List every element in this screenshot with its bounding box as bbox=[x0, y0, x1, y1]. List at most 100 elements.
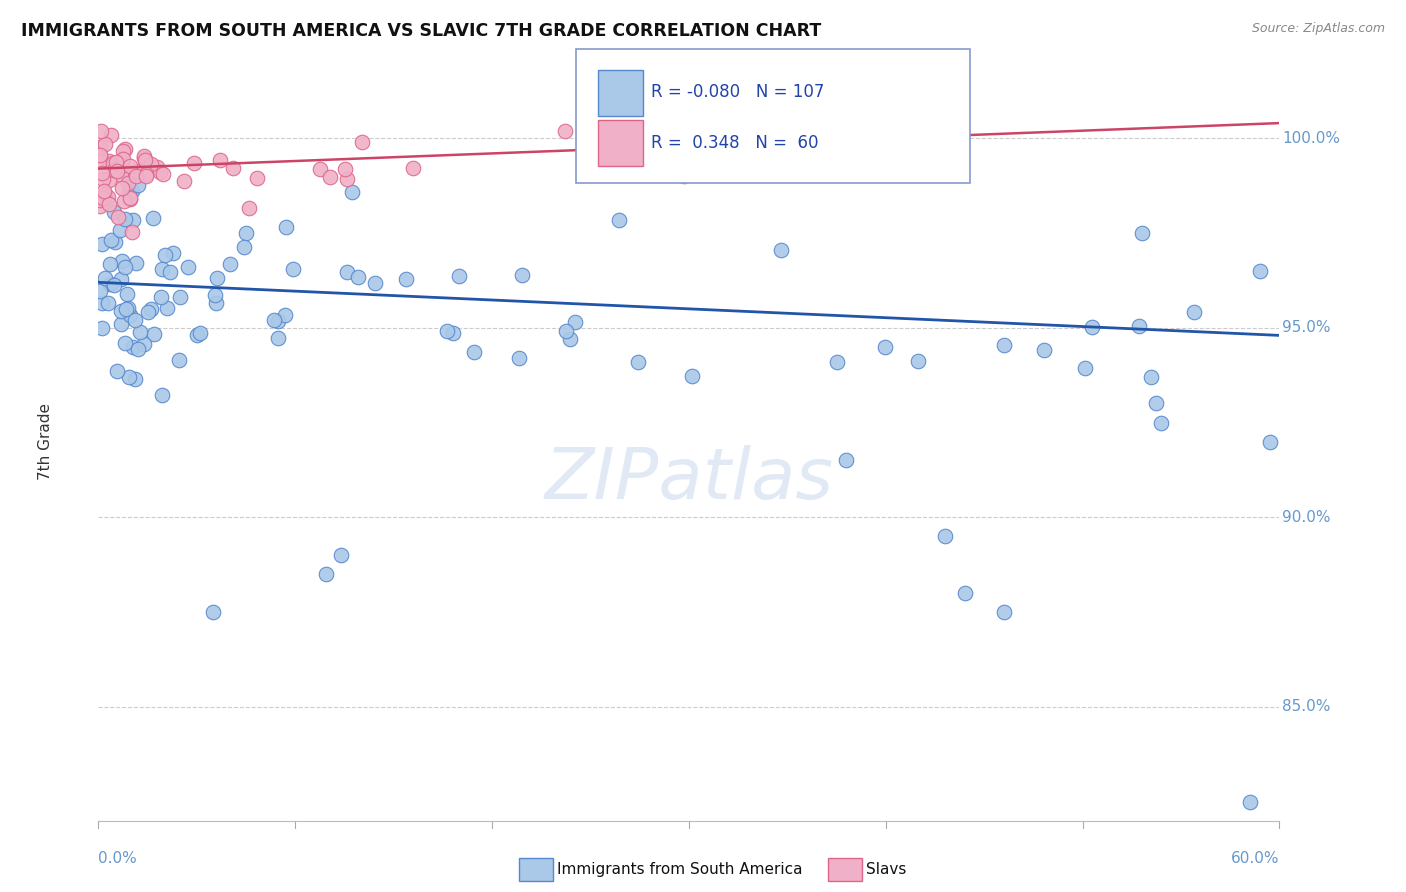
Point bbox=[273, 308, 295, 322]
Point bbox=[90, 296, 112, 310]
Point bbox=[118, 370, 141, 384]
Point bbox=[205, 296, 228, 310]
Point bbox=[149, 165, 172, 179]
Point bbox=[329, 549, 352, 563]
Text: 60.0%: 60.0% bbox=[1232, 851, 1279, 866]
Point bbox=[364, 276, 387, 290]
Point bbox=[110, 272, 132, 286]
Point bbox=[132, 337, 155, 351]
Point bbox=[934, 529, 956, 543]
Point bbox=[395, 272, 418, 286]
Point bbox=[143, 327, 166, 342]
Point bbox=[134, 153, 156, 168]
Point bbox=[315, 567, 337, 582]
Point bbox=[115, 286, 138, 301]
Point bbox=[117, 301, 139, 315]
Point bbox=[1144, 396, 1167, 410]
Point bbox=[266, 331, 288, 345]
Point bbox=[993, 605, 1015, 619]
Point bbox=[104, 154, 127, 169]
Point bbox=[94, 136, 117, 151]
Point bbox=[560, 332, 582, 346]
Point bbox=[139, 157, 162, 171]
Text: ZIPatlas: ZIPatlas bbox=[544, 445, 834, 514]
Point bbox=[91, 166, 114, 180]
Point bbox=[159, 265, 181, 279]
Point bbox=[1258, 434, 1281, 449]
Point bbox=[1239, 795, 1261, 809]
Point bbox=[177, 260, 200, 274]
Point bbox=[319, 169, 342, 184]
Text: 0.0%: 0.0% bbox=[98, 851, 138, 866]
Point bbox=[463, 344, 485, 359]
Point bbox=[508, 351, 530, 365]
Point bbox=[835, 453, 858, 467]
Point bbox=[114, 336, 136, 351]
Point bbox=[129, 326, 152, 340]
Point bbox=[127, 178, 149, 192]
Point bbox=[124, 371, 146, 385]
Point bbox=[89, 285, 111, 299]
Point bbox=[120, 159, 142, 173]
Text: Slavs: Slavs bbox=[866, 863, 907, 877]
Point bbox=[127, 343, 149, 357]
Point bbox=[204, 288, 226, 302]
Point bbox=[135, 169, 157, 184]
Point bbox=[554, 324, 576, 338]
Point bbox=[121, 212, 143, 227]
Point bbox=[110, 303, 132, 318]
Point bbox=[107, 211, 129, 225]
Point bbox=[627, 355, 650, 369]
Point bbox=[336, 172, 359, 186]
Point bbox=[336, 265, 359, 279]
Point bbox=[111, 145, 134, 159]
Point bbox=[135, 167, 157, 181]
Point bbox=[121, 340, 143, 354]
Point bbox=[97, 153, 120, 168]
Point bbox=[118, 192, 141, 206]
Point bbox=[89, 140, 111, 154]
Text: 7th Grade: 7th Grade bbox=[38, 403, 53, 480]
Point bbox=[97, 173, 120, 187]
Point bbox=[125, 256, 148, 270]
Point bbox=[825, 355, 848, 369]
Point bbox=[142, 211, 165, 225]
Point bbox=[1081, 320, 1104, 334]
Point bbox=[117, 177, 139, 191]
Point bbox=[233, 240, 256, 254]
Point bbox=[564, 315, 586, 329]
Point bbox=[97, 196, 120, 211]
Point bbox=[125, 163, 148, 178]
Point bbox=[121, 225, 143, 239]
Point bbox=[907, 354, 929, 368]
Text: Immigrants from South America: Immigrants from South America bbox=[557, 863, 803, 877]
Point bbox=[402, 161, 425, 175]
Point bbox=[149, 290, 172, 304]
Point bbox=[100, 128, 122, 143]
Point bbox=[90, 124, 112, 138]
Point bbox=[993, 338, 1015, 352]
Point bbox=[89, 193, 111, 207]
Point bbox=[136, 305, 159, 319]
Point bbox=[1182, 305, 1205, 319]
Point bbox=[117, 170, 139, 185]
Point bbox=[112, 194, 135, 208]
Text: R = -0.080   N = 107: R = -0.080 N = 107 bbox=[651, 83, 824, 101]
Point bbox=[114, 212, 136, 227]
Point bbox=[208, 153, 231, 167]
Point bbox=[89, 148, 111, 162]
Point bbox=[156, 301, 179, 315]
Point bbox=[89, 199, 111, 213]
Point bbox=[91, 237, 114, 252]
Point bbox=[150, 388, 173, 402]
Point bbox=[110, 317, 132, 331]
Point bbox=[110, 168, 132, 182]
Point bbox=[120, 309, 142, 323]
Point bbox=[1033, 343, 1056, 358]
Point bbox=[132, 152, 155, 166]
Point bbox=[673, 169, 696, 184]
Point bbox=[953, 586, 976, 600]
Point bbox=[266, 314, 288, 328]
Point bbox=[111, 158, 134, 172]
Point bbox=[681, 368, 703, 383]
